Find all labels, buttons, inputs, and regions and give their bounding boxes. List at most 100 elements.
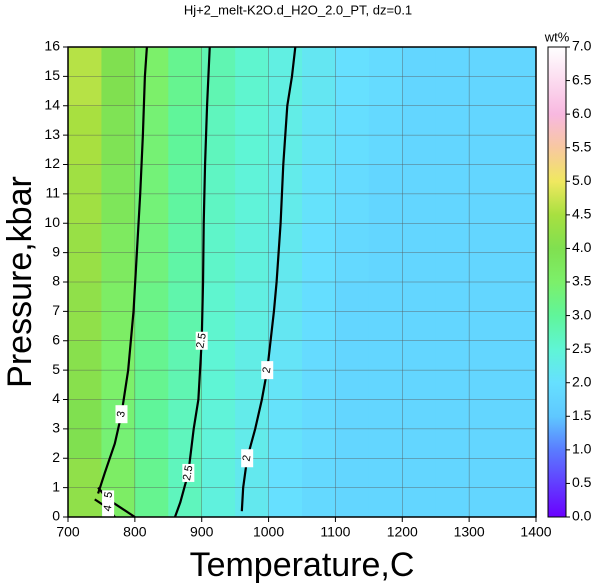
- contour-label: 3: [115, 410, 128, 418]
- field-cell: [402, 340, 437, 400]
- field-cell: [134, 223, 169, 283]
- field-cell: [201, 282, 236, 342]
- field-cell: [68, 164, 102, 224]
- field-cell: [402, 282, 437, 342]
- y-tick-label: 10: [44, 214, 60, 230]
- field-cell: [302, 458, 336, 518]
- field-cell: [268, 223, 303, 283]
- contour-label: 2.5: [194, 332, 208, 349]
- y-tick-label: 4: [52, 390, 60, 406]
- field-cell: [302, 105, 336, 165]
- field-cell: [168, 47, 203, 107]
- x-tick-label: 1000: [253, 524, 284, 540]
- field-cell: [435, 47, 470, 107]
- colorbar-tick-label: 3.5: [572, 273, 592, 289]
- colorbar-tick-label: 2.0: [572, 373, 592, 389]
- field-cell: [502, 47, 537, 107]
- colorbar-tick-label: 5.0: [572, 172, 592, 188]
- colorbar-tick-label: 1.0: [572, 441, 592, 457]
- field-cell: [235, 105, 270, 165]
- field-cell: [435, 282, 470, 342]
- field-cell: [268, 340, 303, 400]
- field-cell: [68, 399, 102, 459]
- y-tick-label: 6: [52, 331, 60, 347]
- contour-line: [97, 46, 148, 494]
- field-cell: [302, 47, 336, 107]
- field-cell: [201, 340, 236, 400]
- field-cell: [368, 458, 403, 518]
- contour-label-bg: [182, 463, 195, 482]
- field-cell: [134, 458, 169, 518]
- field-cell: [469, 47, 504, 107]
- field-cell: [235, 223, 270, 283]
- colorbar-tick-label: 0.5: [572, 474, 592, 490]
- field-cell: [469, 223, 504, 283]
- field-cell: [235, 47, 270, 107]
- field-cell: [368, 164, 403, 224]
- colorbar-tick-label: 4.0: [572, 239, 592, 255]
- field-cell: [502, 105, 537, 165]
- field-cell: [402, 399, 437, 459]
- field-cell: [402, 223, 437, 283]
- field-cell: [134, 105, 169, 165]
- field-cell: [402, 458, 437, 518]
- field-cell: [101, 105, 136, 165]
- field-cell: [335, 47, 370, 107]
- contour-label-bg: [115, 405, 128, 424]
- field-cell: [402, 164, 437, 224]
- y-tick-label: 16: [44, 38, 60, 54]
- field-cell: [201, 458, 236, 518]
- field-cell: [168, 164, 203, 224]
- field-cell: [368, 223, 403, 283]
- field-cell: [134, 340, 169, 400]
- contour-label: 2: [241, 454, 254, 462]
- field-cell: [435, 340, 470, 400]
- contour-label: 4: [102, 504, 115, 512]
- field-cell: [168, 340, 203, 400]
- field-cell: [368, 340, 403, 400]
- y-tick-label: 11: [45, 185, 60, 201]
- field-cell: [435, 105, 470, 165]
- field-cell: [235, 458, 270, 518]
- field-cell: [235, 399, 270, 459]
- field-cell: [502, 399, 537, 459]
- chart-title: Hj+2_melt-K2O.d_H2O_2.0_PT, dz=0.1: [184, 2, 412, 17]
- y-tick-label: 9: [52, 243, 60, 259]
- field-cell: [335, 282, 370, 342]
- field-cell: [502, 340, 537, 400]
- y-tick-label: 12: [44, 155, 60, 171]
- contour-label-bg: [261, 361, 274, 380]
- y-tick-label: 1: [52, 478, 60, 494]
- field-cell: [268, 164, 303, 224]
- field-cell: [335, 223, 370, 283]
- field-cell: [335, 399, 370, 459]
- field-cell: [235, 164, 270, 224]
- field-cell: [402, 47, 437, 107]
- field-cell: [101, 223, 136, 283]
- field-cell: [235, 282, 270, 342]
- x-tick-label: 800: [123, 524, 147, 540]
- y-axis-label: Pressure,kbar: [1, 176, 39, 388]
- field-cell: [101, 164, 136, 224]
- y-tick-label: 5: [52, 361, 60, 377]
- y-tick-label: 8: [52, 273, 60, 289]
- x-axis-label: Temperature,C: [190, 546, 415, 584]
- field-cell: [68, 340, 102, 400]
- field-cell: [268, 399, 303, 459]
- field-cell: [68, 105, 102, 165]
- colorbar-tick-label: 5.5: [572, 138, 592, 154]
- field-cell: [502, 458, 537, 518]
- field-cell: [335, 164, 370, 224]
- field-cell: [134, 282, 169, 342]
- field-cell: [168, 105, 203, 165]
- field-cell: [201, 223, 236, 283]
- field-cell: [502, 164, 537, 224]
- field-cell: [469, 164, 504, 224]
- field-cell: [302, 340, 336, 400]
- contour-label-bg: [241, 449, 254, 468]
- field-cell: [134, 47, 169, 107]
- field-cell: [402, 105, 437, 165]
- field-cell: [68, 223, 102, 283]
- field-cell: [368, 105, 403, 165]
- field-cell: [268, 458, 303, 518]
